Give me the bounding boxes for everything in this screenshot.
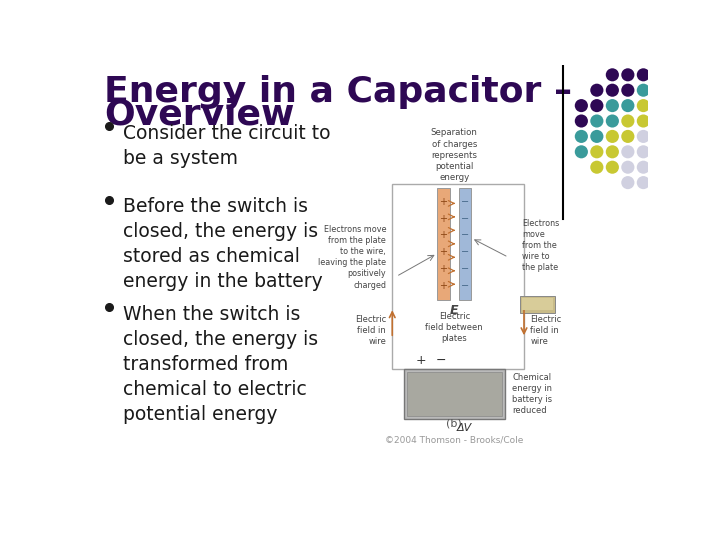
Circle shape <box>590 161 603 174</box>
Circle shape <box>636 84 650 97</box>
Text: Electrons move
from the plate
to the wire,
leaving the plate
positively
charged: Electrons move from the plate to the wir… <box>318 225 386 289</box>
Circle shape <box>575 130 588 143</box>
Circle shape <box>636 114 650 127</box>
Circle shape <box>636 130 650 143</box>
Circle shape <box>636 176 650 189</box>
Text: Electric
field in
wire: Electric field in wire <box>530 315 562 346</box>
Circle shape <box>606 68 619 82</box>
Circle shape <box>590 130 603 143</box>
Text: Electric
field between
plates: Electric field between plates <box>426 312 483 343</box>
Bar <box>407 372 502 416</box>
Circle shape <box>590 99 603 112</box>
Circle shape <box>575 99 588 112</box>
Circle shape <box>590 145 603 158</box>
Text: +: + <box>439 214 447 224</box>
Text: E: E <box>450 303 459 316</box>
Text: Overview: Overview <box>104 98 294 132</box>
Text: Separation
of charges
represents
potential
energy: Separation of charges represents potenti… <box>431 129 477 182</box>
Text: −: − <box>461 197 469 207</box>
Circle shape <box>636 99 650 112</box>
Circle shape <box>621 145 634 158</box>
FancyBboxPatch shape <box>404 369 505 419</box>
Text: Energy in a Capacitor –: Energy in a Capacitor – <box>104 75 572 109</box>
Circle shape <box>636 161 650 174</box>
Text: +: + <box>439 264 447 274</box>
Text: Electric
field in
wire: Electric field in wire <box>355 315 386 346</box>
Text: ©2004 Thomson - Brooks/Cole: ©2004 Thomson - Brooks/Cole <box>385 436 523 445</box>
Circle shape <box>575 145 588 158</box>
Text: −: − <box>461 264 469 274</box>
Bar <box>520 296 555 313</box>
Circle shape <box>621 114 634 127</box>
Text: +: + <box>439 281 447 291</box>
Text: Electrons
move
from the
wire to
the plate: Electrons move from the wire to the plat… <box>523 219 559 273</box>
Bar <box>392 184 524 369</box>
Circle shape <box>621 68 634 82</box>
Text: −: − <box>461 214 469 224</box>
Circle shape <box>606 161 619 174</box>
Circle shape <box>606 114 619 127</box>
Circle shape <box>636 145 650 158</box>
Bar <box>523 298 554 310</box>
Text: Before the switch is
closed, the energy is
stored as chemical
energy in the batt: Before the switch is closed, the energy … <box>123 197 323 291</box>
Circle shape <box>621 130 634 143</box>
Text: −: − <box>461 247 469 257</box>
Circle shape <box>590 114 603 127</box>
Text: +: + <box>439 231 447 240</box>
Circle shape <box>606 130 619 143</box>
Bar <box>437 188 449 300</box>
Circle shape <box>606 145 619 158</box>
Text: (b): (b) <box>446 418 462 428</box>
Circle shape <box>636 68 650 82</box>
Bar <box>459 188 472 300</box>
Text: +: + <box>439 197 447 207</box>
Circle shape <box>621 99 634 112</box>
Circle shape <box>621 84 634 97</box>
Circle shape <box>606 84 619 97</box>
Text: Chemical
energy in
battery is
reduced: Chemical energy in battery is reduced <box>513 373 552 415</box>
Circle shape <box>575 114 588 127</box>
Text: When the switch is
closed, the energy is
transformed from
chemical to electric
p: When the switch is closed, the energy is… <box>123 305 318 424</box>
Circle shape <box>621 176 634 189</box>
Circle shape <box>621 161 634 174</box>
Text: Consider the circuit to
be a system: Consider the circuit to be a system <box>123 124 330 168</box>
Circle shape <box>606 99 619 112</box>
Text: +: + <box>439 247 447 257</box>
Circle shape <box>590 84 603 97</box>
Text: −: − <box>461 281 469 291</box>
Text: ΔV: ΔV <box>456 423 472 433</box>
Text: −: − <box>461 231 469 240</box>
Text: +: + <box>415 354 426 367</box>
Text: −: − <box>436 354 446 367</box>
